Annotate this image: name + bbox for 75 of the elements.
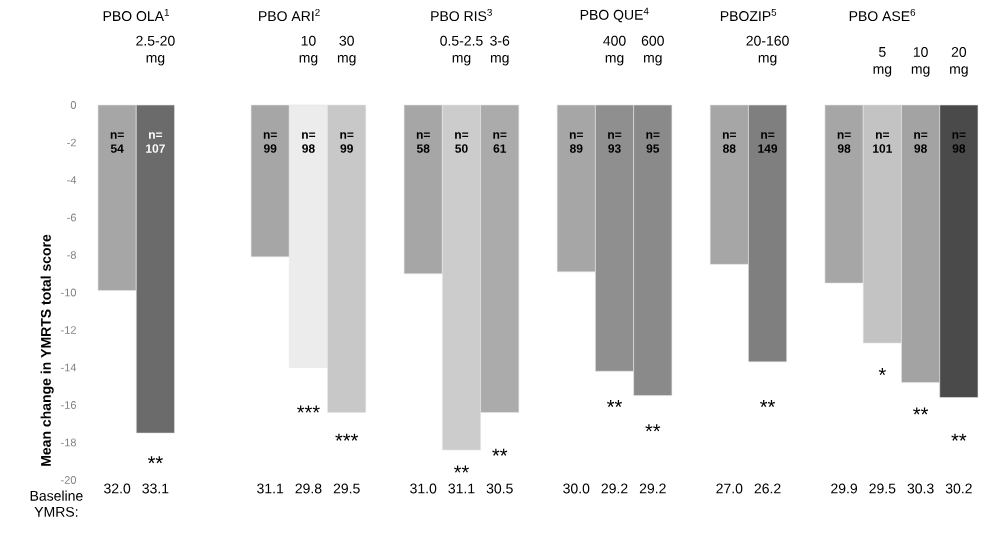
x-axis-title: Baseline YMRS: (30, 490, 83, 517)
annotation: n= 98 (914, 132, 928, 153)
x-tick-label: 30.5 (486, 483, 513, 494)
y-tick-label: -20 (61, 476, 77, 484)
y-tick-label: -6 (67, 213, 76, 222)
annotation: n= 98 (952, 132, 966, 153)
annotation: *** (335, 433, 359, 441)
text: 5 mg (873, 47, 892, 77)
annotation: n= 89 (569, 132, 583, 153)
annotation: ** (147, 456, 163, 464)
x-tick-label: 27.0 (716, 483, 743, 494)
y-axis-title: Mean change in YMRTS total score (40, 234, 54, 466)
x-tick-label: 29.5 (333, 483, 360, 494)
x-tick-label: 31.1 (448, 483, 475, 494)
annotation: ** (913, 407, 929, 415)
annotation: n= 93 (608, 132, 622, 153)
annotation: ** (645, 424, 661, 432)
x-tick-label: 29.2 (601, 483, 628, 494)
x-tick-label: 30.2 (945, 483, 972, 494)
x-tick-label: 31.1 (257, 483, 284, 494)
y-tick-label: -12 (61, 326, 76, 334)
text: PBO QUE$^{4}$ (580, 7, 649, 23)
annotation: n= 88 (722, 132, 736, 153)
x-tick-label: 29.2 (639, 483, 666, 494)
annotation: n= 98 (837, 132, 851, 153)
x-tick-label: 31.0 (410, 483, 437, 494)
annotation: n= 95 (646, 132, 660, 153)
text: 3-6 mg (490, 35, 510, 66)
text: PBO OLA$^{1}$ (103, 8, 169, 22)
y-tick-label: 0 (70, 101, 77, 109)
y-tick-label: -10 (61, 288, 77, 297)
annotation: n= 99 (263, 132, 277, 153)
annotation: * (878, 368, 886, 376)
x-tick-label: 29.8 (295, 483, 322, 494)
text: PBOZIP$^{5}$ (720, 8, 777, 22)
text: 30 mg (337, 35, 356, 66)
text: 600 mg (641, 35, 664, 66)
annotation: ** (607, 399, 622, 407)
annotation: n= 101 (873, 132, 893, 153)
y-tick-label: -14 (61, 363, 77, 372)
annotation: ** (951, 433, 967, 441)
annotation: ** (760, 399, 776, 407)
x-tick-label: 29.9 (831, 483, 858, 494)
annotation: n= 149 (758, 132, 778, 153)
y-tick-label: -8 (67, 251, 76, 259)
text: 0.5-2.5 mg (440, 35, 483, 66)
annotation: n= 98 (302, 132, 316, 153)
annotation: n= 99 (340, 132, 354, 153)
text: 20-160 mg (746, 35, 789, 66)
annotation: n= 50 (455, 132, 469, 153)
annotation: ** (492, 448, 508, 456)
text: 10 mg (299, 35, 318, 66)
annotation: n= 61 (493, 132, 507, 153)
x-tick-label: 32.0 (104, 483, 131, 494)
y-tick-label: -18 (61, 438, 76, 447)
text: 400 mg (603, 35, 626, 66)
y-tick-label: -2 (67, 138, 76, 147)
y-tick-label: -16 (61, 401, 76, 409)
text: 20 mg (950, 47, 968, 77)
text: PBO ASE$^{6}$ (849, 8, 916, 22)
annotation: n= 107 (146, 132, 165, 153)
x-tick-label: 30.3 (907, 483, 934, 494)
y-tick-label: -4 (67, 176, 77, 184)
annotation: n= 58 (416, 132, 430, 153)
x-tick-label: 26.2 (754, 483, 781, 494)
annotation: ** (454, 465, 469, 473)
text: 2.5-20 mg (136, 35, 175, 66)
text: PBO ARI$^{2}$ (259, 8, 320, 22)
text: PBO RIS$^{3}$ (431, 8, 492, 22)
annotation: *** (297, 405, 320, 413)
x-tick-label: 29.5 (869, 483, 896, 494)
annotation: n= 54 (110, 132, 124, 153)
x-tick-label: 30.0 (563, 483, 590, 494)
x-tick-label: 33.1 (142, 483, 169, 494)
text: 10 mg (911, 47, 930, 77)
